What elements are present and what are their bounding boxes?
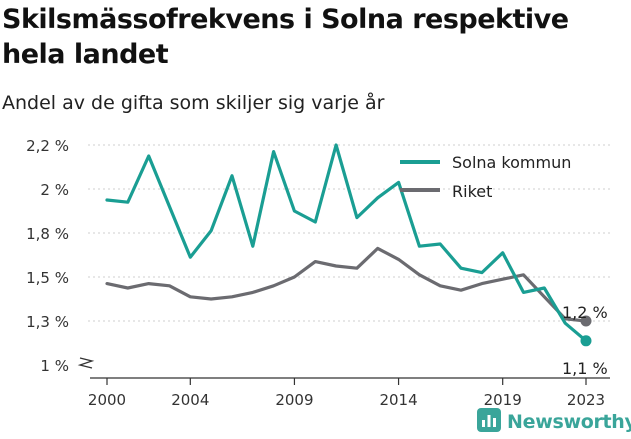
legend-label-riket: Riket xyxy=(452,182,492,201)
x-axis: 2000 2004 2009 2014 2019 2023 xyxy=(88,377,610,409)
end-marker-solna xyxy=(580,335,592,347)
x-tick-label: 2004 xyxy=(171,391,209,409)
end-label-solna: 1,1 % xyxy=(562,359,608,378)
newsworthy-logo-icon xyxy=(477,408,501,436)
newsworthy-logo-text: Newsworthy xyxy=(507,411,631,433)
end-markers xyxy=(580,315,592,347)
series-line-riket xyxy=(105,246,588,323)
chart-title: Skilsmässofrekvens i Solna respektive he… xyxy=(2,4,569,70)
newsworthy-logo: Newsworthy xyxy=(477,408,631,436)
y-tick-label: 2 % xyxy=(40,181,69,199)
y-tick-label: 2,2 % xyxy=(26,137,69,155)
x-tick-label: 2019 xyxy=(484,391,522,409)
series-line-solna xyxy=(105,143,588,343)
legend-label-solna: Solna kommun xyxy=(452,153,571,172)
x-tick-label: 2023 xyxy=(567,391,605,409)
y-tick-label: 1,3 % xyxy=(26,313,69,331)
legend: Solna kommun Riket xyxy=(400,153,571,201)
end-marker-riket xyxy=(580,315,592,327)
axis-break-mark xyxy=(77,357,95,369)
x-tick-label: 2009 xyxy=(275,391,313,409)
y-tick-label: 1,8 % xyxy=(26,225,69,243)
series-lines xyxy=(105,143,588,343)
y-tick-label: 1 % xyxy=(40,357,69,375)
x-tick-label: 2000 xyxy=(88,391,126,409)
y-axis-ticks: 1 % 1,3 % 1,5 % 1,8 % 2 % 2,2 % xyxy=(26,137,95,375)
y-tick-label: 1,5 % xyxy=(26,269,69,287)
chart-subtitle: Andel av de gifta som skiljer sig varje … xyxy=(2,92,385,114)
x-tick-label: 2014 xyxy=(379,391,417,409)
end-label-riket: 1,2 % xyxy=(562,303,608,322)
